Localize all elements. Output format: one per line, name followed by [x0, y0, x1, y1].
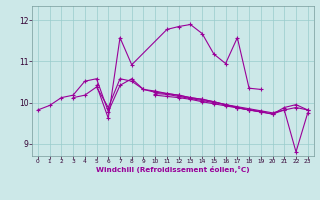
X-axis label: Windchill (Refroidissement éolien,°C): Windchill (Refroidissement éolien,°C) [96, 166, 250, 173]
